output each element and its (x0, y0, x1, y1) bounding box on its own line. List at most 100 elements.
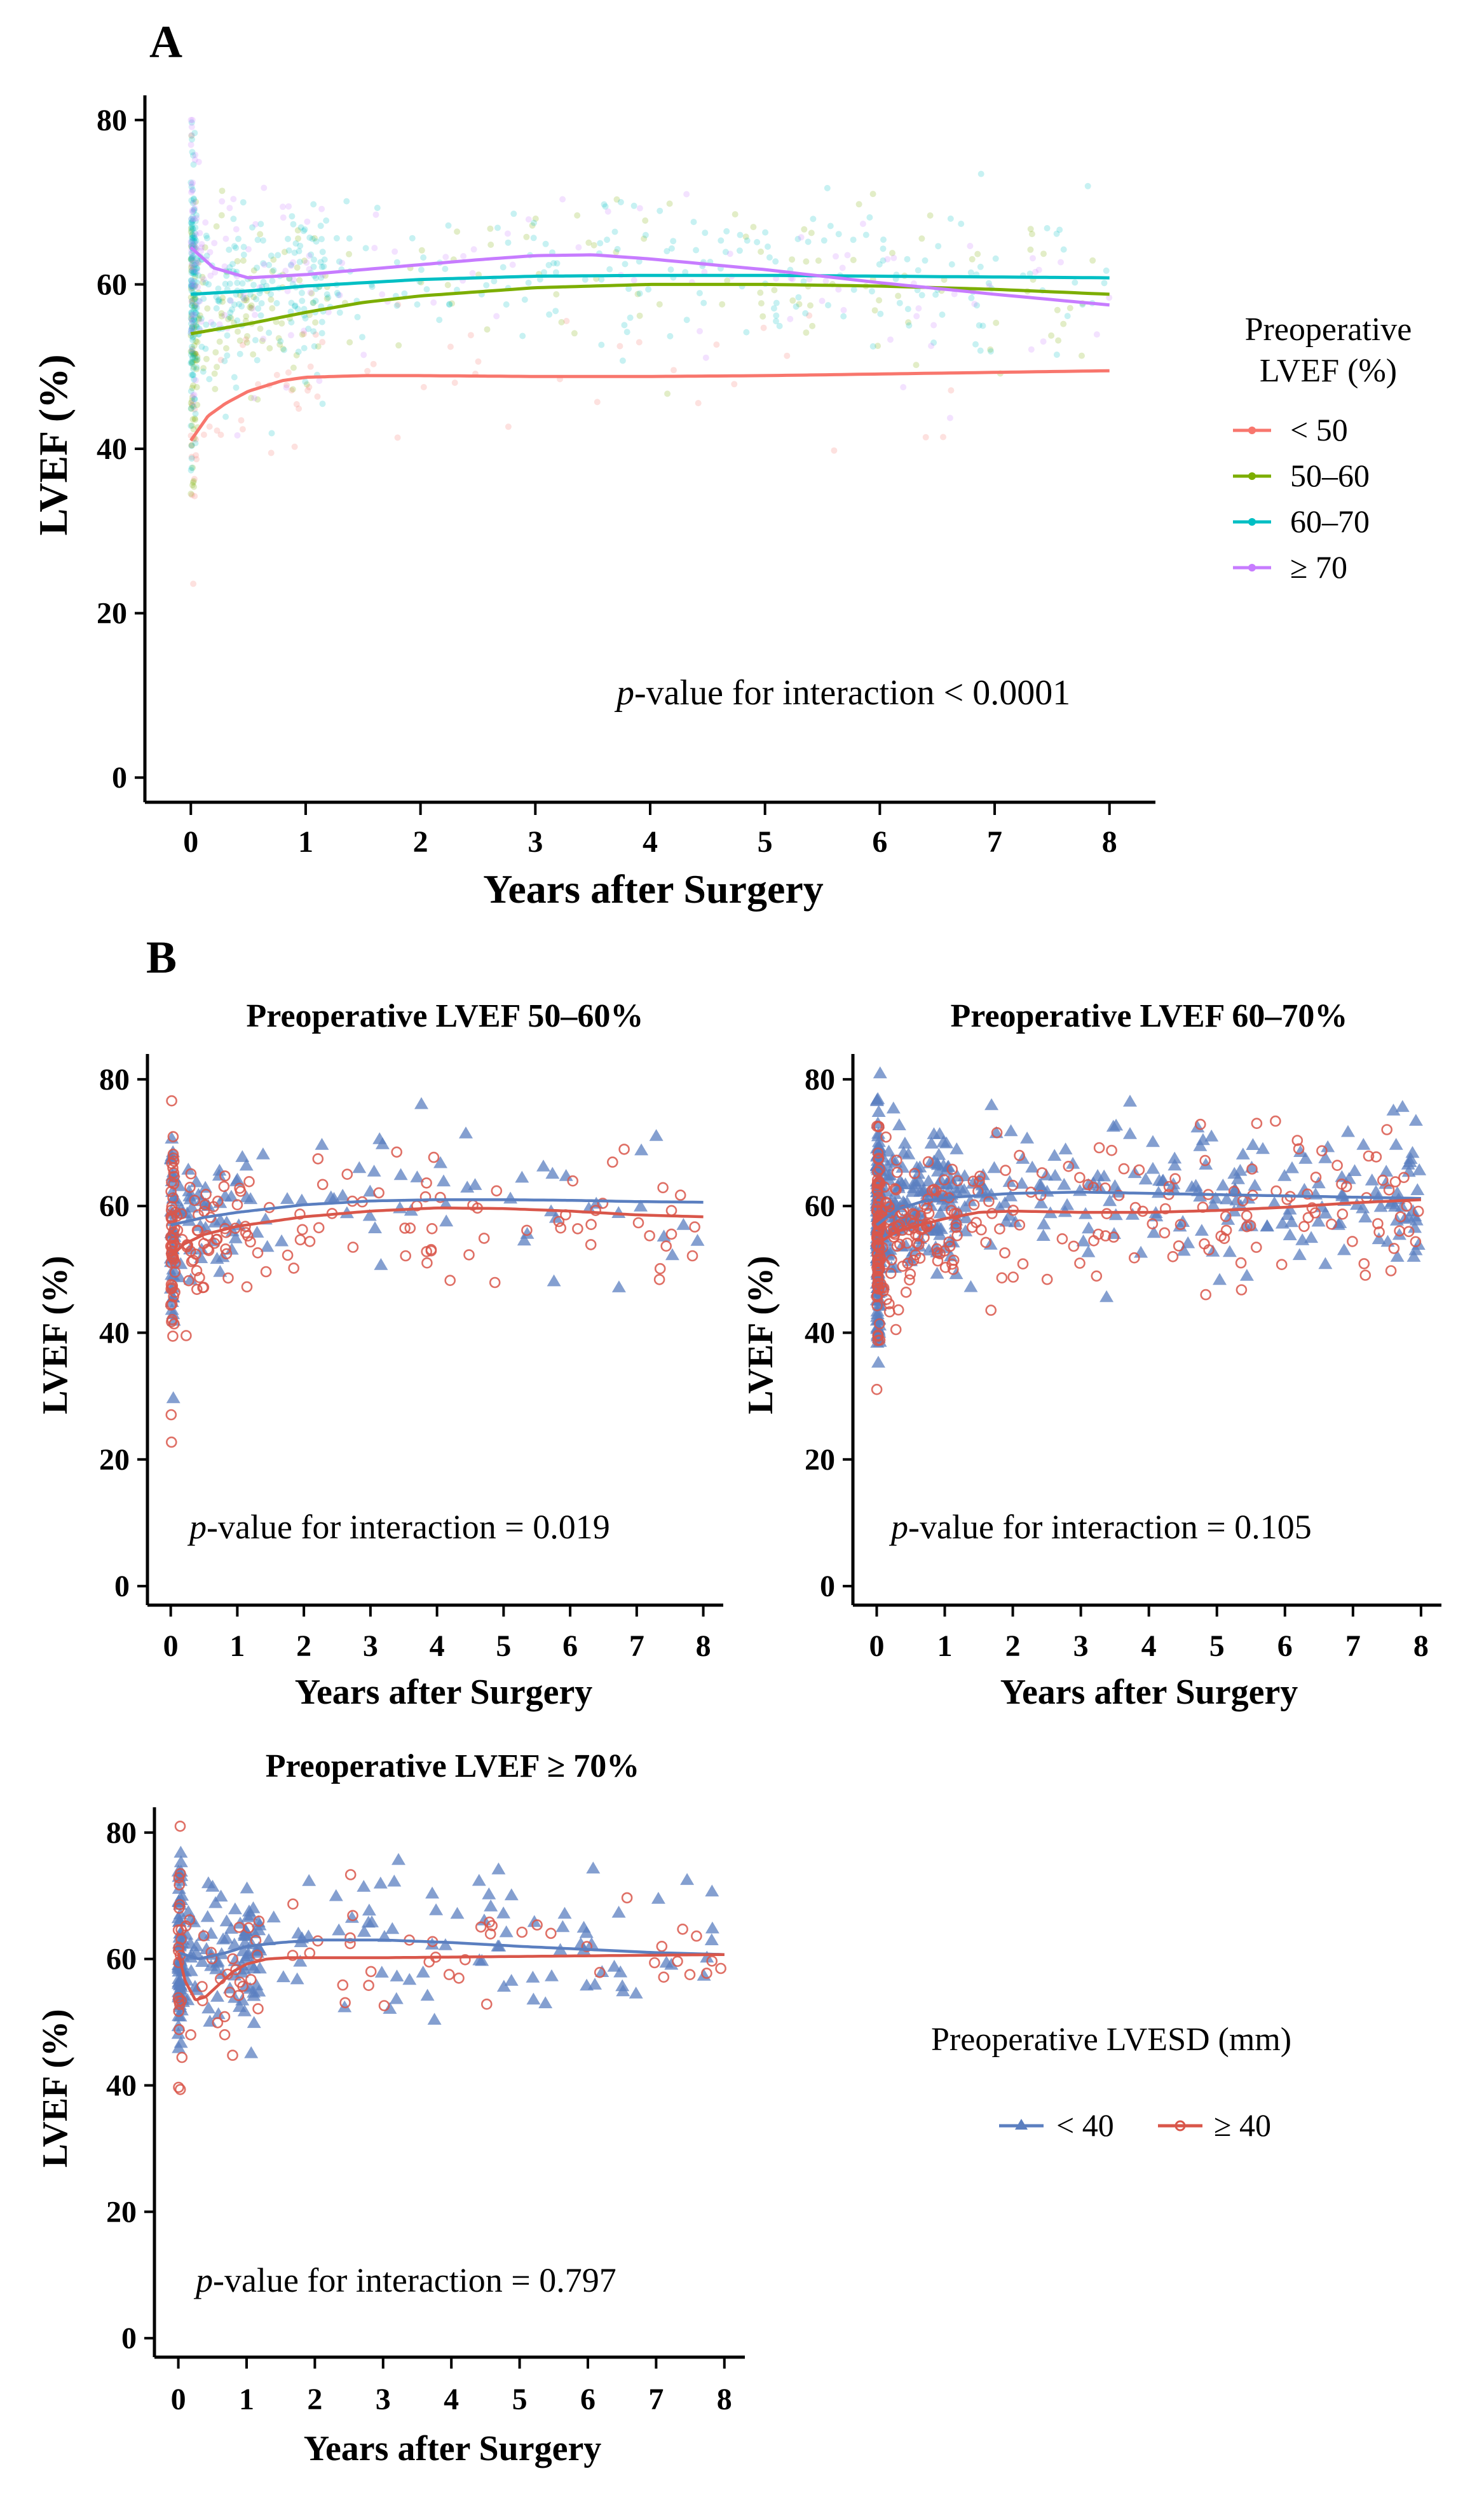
data-point-70 (285, 203, 292, 210)
data-point-lvesd-ge40 (191, 1265, 203, 1276)
data-point-70 (460, 253, 467, 259)
data-point-6070 (794, 236, 801, 242)
x-tick-label: 3 (363, 1629, 378, 1663)
x-tick-label: 5 (496, 1629, 511, 1663)
data-point-6070 (189, 214, 196, 220)
y-tick-label: 80 (97, 104, 127, 137)
data-point-6070 (189, 149, 196, 156)
data-point-lvesd-lt40 (484, 1899, 498, 1912)
data-point-6070 (318, 274, 325, 281)
data-point-5060 (189, 299, 196, 306)
data-point-5060 (918, 235, 925, 242)
panel-b3-x-axis-title: Years after Surgery (304, 2429, 602, 2468)
data-point-70 (819, 298, 826, 304)
data-point-6070 (542, 240, 549, 247)
data-point-lvesd-ge40 (378, 2000, 390, 2011)
data-point-lvesd-lt40 (1008, 1215, 1023, 1228)
data-point-lvesd-lt40 (181, 1905, 196, 1917)
data-point-70 (188, 189, 195, 196)
data-point-6070 (299, 289, 305, 296)
data-point-6070 (188, 348, 195, 355)
data-point-70 (196, 229, 203, 236)
data-point-lvesd-ge40 (313, 1222, 325, 1234)
data-point-6070 (189, 221, 196, 228)
data-point-6070 (189, 360, 196, 367)
data-point-lvesd-ge40 (190, 1249, 201, 1260)
data-point-5060 (789, 256, 796, 263)
data-point-lvesd-ge40 (878, 1181, 890, 1193)
data-point-6070 (642, 231, 649, 238)
data-point-70 (194, 259, 201, 266)
data-point-lvesd-lt40 (1321, 1140, 1335, 1153)
data-point-70 (252, 221, 259, 228)
data-point-lvesd-ge40 (434, 1191, 446, 1203)
data-point-lvesd-lt40 (266, 1910, 281, 1923)
data-point-lvesd-lt40 (1194, 1224, 1209, 1236)
data-point-6070 (189, 242, 196, 249)
data-point-lvesd-ge40 (1337, 1208, 1349, 1220)
data-point-lvesd-lt40 (1037, 1217, 1051, 1229)
data-point-lvesd-lt40 (1318, 1151, 1333, 1163)
data-point-6070 (582, 276, 589, 283)
panel-a-interaction-note: p-value for interaction < 0.0001 (614, 673, 1070, 713)
data-point-lvesd-lt40 (361, 1915, 376, 1928)
data-point-6070 (1064, 313, 1071, 320)
data-point-70 (191, 392, 198, 398)
data-point-50 (420, 384, 427, 390)
data-point-lvesd-lt40 (414, 1097, 428, 1109)
data-point-lvesd-ge40 (245, 1974, 257, 1985)
data-point-5060 (188, 256, 195, 263)
data-point-lvesd-ge40 (1298, 1221, 1310, 1233)
data-point-lvesd-lt40 (634, 1143, 649, 1156)
data-point-lvesd-ge40 (373, 1187, 385, 1199)
data-point-lvesd-ge40 (873, 1282, 885, 1294)
data-point-lvesd-lt40 (482, 1887, 496, 1899)
data-point-5060 (188, 442, 195, 449)
data-point-lvesd-ge40 (1159, 1203, 1171, 1215)
data-point-6070 (850, 236, 857, 243)
data-point-lvesd-ge40 (908, 1254, 920, 1266)
data-point-5060 (289, 386, 296, 393)
data-point-6070 (288, 261, 294, 268)
data-point-lvesd-lt40 (895, 1161, 910, 1173)
data-point-6070 (306, 234, 313, 241)
data-point-5060 (634, 291, 641, 298)
data-point-lvesd-lt40 (557, 1906, 572, 1919)
data-point-70 (697, 328, 703, 334)
data-point-6070 (203, 232, 210, 239)
data-point-70 (316, 378, 323, 385)
data-point-5060 (228, 315, 235, 322)
x-tick-label: 3 (1073, 1629, 1089, 1663)
data-point-50 (193, 456, 200, 463)
data-point-lvesd-ge40 (174, 1821, 186, 1832)
data-point-lvesd-ge40 (167, 1314, 178, 1325)
data-point-6070 (670, 238, 677, 245)
data-point-5060 (310, 299, 317, 306)
data-point-6070 (550, 260, 557, 266)
data-point-lvesd-ge40 (421, 1257, 433, 1269)
data-point-6070 (850, 286, 857, 293)
data-point-6070 (700, 299, 707, 306)
data-point-70 (806, 276, 813, 283)
data-point-lvesd-ge40 (443, 1969, 455, 1980)
data-point-6070 (319, 249, 326, 256)
data-point-5060 (190, 479, 196, 486)
data-point-70 (887, 336, 894, 343)
data-point-lvesd-lt40 (184, 1273, 198, 1285)
legend-label-lvesd-lt40: < 40 (1056, 2107, 1114, 2143)
data-point-6070 (198, 315, 205, 322)
data-point-lvesd-ge40 (184, 1914, 196, 1926)
panel-a-legend-title-line2: LVEF (%) (1260, 353, 1397, 389)
data-point-lvesd-ge40 (167, 1331, 179, 1342)
data-point-6070 (190, 242, 197, 248)
data-point-6070 (194, 265, 200, 272)
data-point-6070 (554, 260, 561, 267)
data-point-lvesd-lt40 (247, 2016, 261, 2029)
data-point-5060 (278, 320, 285, 327)
data-point-6070 (288, 319, 295, 325)
data-point-6070 (519, 332, 526, 339)
data-point-lvesd-ge40 (287, 1898, 299, 1910)
data-point-5060 (487, 225, 494, 232)
data-point-lvesd-lt40 (1216, 1179, 1230, 1191)
data-point-6070 (189, 226, 196, 232)
